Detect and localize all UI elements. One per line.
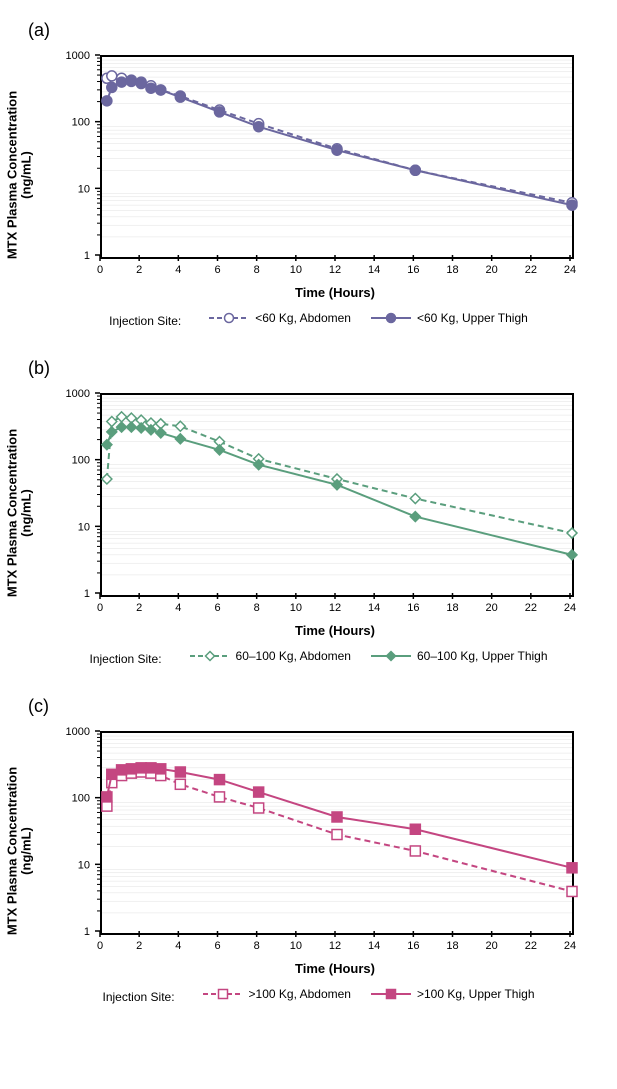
plot-area (100, 55, 574, 259)
legend-label: <60 Kg, Upper Thigh (417, 311, 528, 325)
x-axis-label: Time (Hours) (100, 961, 570, 976)
svg-text:0: 0 (97, 940, 103, 952)
svg-text:6: 6 (214, 940, 220, 952)
svg-text:2: 2 (136, 602, 142, 614)
svg-text:16: 16 (407, 264, 419, 276)
svg-text:24: 24 (564, 940, 576, 952)
legend-title: Injection Site: (89, 652, 161, 666)
plot-area (100, 393, 574, 597)
svg-text:10: 10 (78, 521, 90, 533)
svg-text:18: 18 (446, 602, 458, 614)
legend-item: 60–100 Kg, Abdomen (190, 649, 351, 663)
legend-swatch (203, 987, 243, 1001)
legend-swatch (190, 649, 230, 663)
legend-swatch (371, 649, 411, 663)
legend-swatch (371, 311, 411, 325)
chart: 1101001000024681012141618202224 MTX Plas… (30, 721, 590, 981)
svg-text:22: 22 (525, 940, 537, 952)
x-axis-label: Time (Hours) (100, 285, 570, 300)
legend-swatch (371, 987, 411, 1001)
legend-label: >100 Kg, Upper Thigh (417, 987, 535, 1001)
legend-label: <60 Kg, Abdomen (255, 311, 351, 325)
legend-label: >100 Kg, Abdomen (249, 987, 351, 1001)
legend-item: >100 Kg, Abdomen (203, 987, 351, 1001)
svg-text:20: 20 (486, 602, 498, 614)
svg-text:2: 2 (136, 940, 142, 952)
svg-text:4: 4 (175, 264, 181, 276)
svg-text:24: 24 (564, 602, 576, 614)
svg-text:1: 1 (84, 588, 90, 600)
svg-text:14: 14 (368, 602, 380, 614)
svg-text:10: 10 (78, 859, 90, 871)
plot-area (100, 731, 574, 935)
svg-text:0: 0 (97, 602, 103, 614)
svg-text:6: 6 (214, 264, 220, 276)
svg-text:100: 100 (72, 793, 90, 805)
y-axis-label: MTX Plasma Concentration(ng/mL) (6, 75, 35, 275)
svg-text:14: 14 (368, 264, 380, 276)
panel-label: (b) (28, 358, 597, 379)
svg-text:20: 20 (486, 264, 498, 276)
svg-text:12: 12 (329, 602, 341, 614)
svg-text:10: 10 (290, 940, 302, 952)
chart: 1101001000024681012141618202224 MTX Plas… (30, 45, 590, 305)
legend-item: <60 Kg, Upper Thigh (371, 311, 528, 325)
svg-text:4: 4 (175, 602, 181, 614)
y-axis-label: MTX Plasma Concentration(ng/mL) (6, 751, 35, 951)
legend-title: Injection Site: (109, 314, 181, 328)
svg-text:6: 6 (214, 602, 220, 614)
svg-text:16: 16 (407, 940, 419, 952)
svg-text:1000: 1000 (66, 388, 90, 400)
svg-text:18: 18 (446, 940, 458, 952)
legend-item: >100 Kg, Upper Thigh (371, 987, 535, 1001)
svg-text:1: 1 (84, 250, 90, 262)
legend: Injection Site: >100 Kg, Abdomen >100 Kg, … (50, 987, 597, 1004)
svg-text:12: 12 (329, 264, 341, 276)
svg-text:10: 10 (290, 264, 302, 276)
panel-a: (a) 1101001000024681012141618202224 MTX … (20, 20, 597, 328)
panel-b: (b) 1101001000024681012141618202224 MTX … (20, 358, 597, 666)
legend-swatch (209, 311, 249, 325)
legend-item: <60 Kg, Abdomen (209, 311, 351, 325)
svg-text:4: 4 (175, 940, 181, 952)
svg-text:1000: 1000 (66, 50, 90, 62)
svg-text:12: 12 (329, 940, 341, 952)
svg-text:10: 10 (78, 183, 90, 195)
svg-text:22: 22 (525, 264, 537, 276)
legend-title: Injection Site: (103, 990, 175, 1004)
svg-text:100: 100 (72, 117, 90, 129)
svg-text:22: 22 (525, 602, 537, 614)
svg-text:8: 8 (254, 602, 260, 614)
panel-label: (a) (28, 20, 597, 41)
svg-text:2: 2 (136, 264, 142, 276)
svg-text:14: 14 (368, 940, 380, 952)
svg-text:8: 8 (254, 940, 260, 952)
svg-text:16: 16 (407, 602, 419, 614)
x-axis-label: Time (Hours) (100, 623, 570, 638)
chart: 1101001000024681012141618202224 MTX Plas… (30, 383, 590, 643)
svg-text:0: 0 (97, 264, 103, 276)
legend-label: 60–100 Kg, Abdomen (236, 649, 351, 663)
legend: Injection Site: <60 Kg, Abdomen <60 Kg, Up… (50, 311, 597, 328)
panel-label: (c) (28, 696, 597, 717)
legend-label: 60–100 Kg, Upper Thigh (417, 649, 548, 663)
panel-c: (c) 1101001000024681012141618202224 MTX … (20, 696, 597, 1004)
svg-text:100: 100 (72, 455, 90, 467)
svg-text:8: 8 (254, 264, 260, 276)
svg-text:24: 24 (564, 264, 576, 276)
svg-text:18: 18 (446, 264, 458, 276)
legend-item: 60–100 Kg, Upper Thigh (371, 649, 548, 663)
legend: Injection Site: 60–100 Kg, Abdomen 60–100 … (50, 649, 597, 666)
y-axis-label: MTX Plasma Concentration(ng/mL) (6, 413, 35, 613)
svg-text:10: 10 (290, 602, 302, 614)
svg-text:1: 1 (84, 926, 90, 938)
svg-text:1000: 1000 (66, 726, 90, 738)
svg-text:20: 20 (486, 940, 498, 952)
